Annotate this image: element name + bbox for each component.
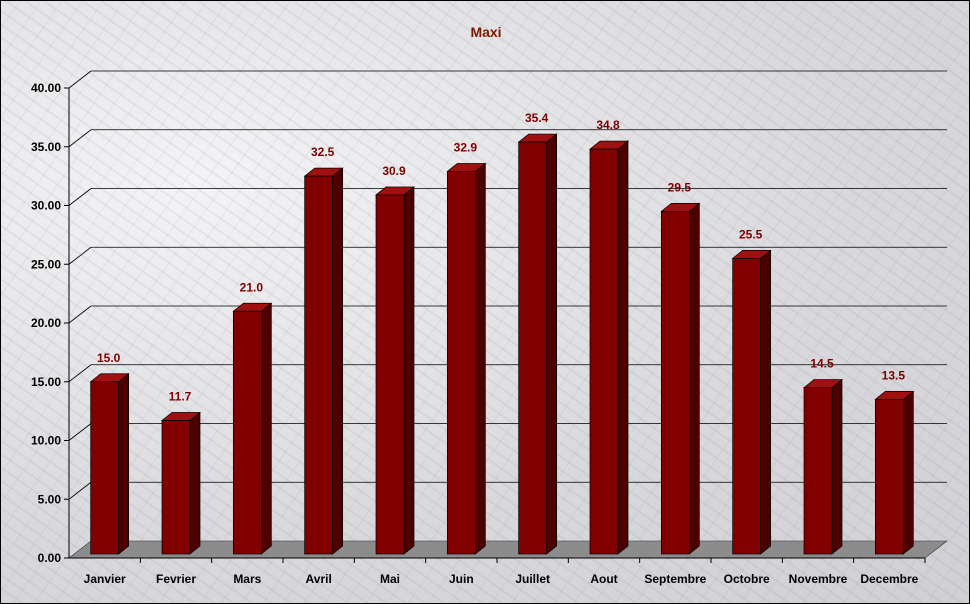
bar-side <box>189 411 201 555</box>
gridline-depth <box>68 246 92 265</box>
bar-janvier <box>89 373 130 555</box>
bar-front <box>446 171 476 555</box>
x-tick-label: Avril <box>306 572 332 586</box>
data-label: 32.9 <box>454 140 478 154</box>
bar-front <box>732 258 762 555</box>
data-label: 21.0 <box>240 280 264 294</box>
bar-front <box>589 148 619 555</box>
x-tick-label: Juillet <box>515 572 550 586</box>
bar-fevrier <box>161 411 201 555</box>
bar-novembre <box>803 378 843 555</box>
bar-front <box>874 399 904 555</box>
y-tick-label: 15.00 <box>31 375 61 389</box>
gridline-depth <box>68 70 92 89</box>
gridline-depth <box>68 188 92 206</box>
bar-front <box>304 175 334 555</box>
bar-aout <box>589 140 629 555</box>
bar-side <box>617 140 629 555</box>
gridline-depth <box>68 305 92 324</box>
data-label: 25.5 <box>739 227 763 241</box>
bar-front <box>161 420 191 555</box>
y-tick-label: 40.00 <box>31 81 61 95</box>
bar-front <box>803 387 833 555</box>
bar-side <box>760 249 772 555</box>
bar-avril <box>303 167 344 555</box>
x-tick-label: Mai <box>380 572 400 586</box>
data-label: 15.0 <box>97 351 121 365</box>
bar-mai <box>375 186 415 555</box>
bar-juillet <box>517 133 558 555</box>
bar-side <box>332 167 344 555</box>
data-label: 30.9 <box>382 164 406 178</box>
y-tick-label: 0.00 <box>38 551 62 565</box>
gridline-depth <box>68 481 92 500</box>
bar-side <box>546 133 558 555</box>
x-tick-label: Fevrier <box>156 572 196 586</box>
x-axis-labels: Janvier Fevrier Mars Avril Mai Juin Juillet Aou… <box>84 558 926 586</box>
bar-side <box>831 378 843 555</box>
gridline-depth <box>68 364 92 383</box>
bar-side <box>688 202 700 555</box>
bar-side <box>474 162 486 555</box>
bar-side <box>403 186 415 555</box>
bars <box>89 133 915 555</box>
bar-juin <box>446 162 487 555</box>
data-labels: 15.0 11.7 21.0 32.5 30.9 32.9 35.4 34.8 29.5 25.5… <box>97 111 905 403</box>
bar-front <box>375 194 405 555</box>
y-tick-label: 25.00 <box>31 257 61 271</box>
bar-front <box>90 381 120 555</box>
x-tick-label: Octobre <box>724 572 770 586</box>
data-label: 34.8 <box>596 118 620 132</box>
bar-front <box>518 141 548 555</box>
x-tick-label: Novembre <box>789 572 848 586</box>
bar-decembre <box>874 390 915 555</box>
y-tick-label: 5.00 <box>38 492 62 506</box>
x-tick-label: Mars <box>233 572 261 586</box>
bar-septembre <box>660 202 701 555</box>
bar-front <box>232 310 262 555</box>
data-label: 13.5 <box>882 368 906 382</box>
bar-front <box>660 211 690 555</box>
x-tick-label: Juin <box>449 572 474 586</box>
y-tick-label: 35.00 <box>31 140 61 154</box>
gridline-depth <box>68 423 92 441</box>
data-label: 35.4 <box>525 111 549 125</box>
bar-mars <box>232 302 273 555</box>
data-label: 29.5 <box>668 180 692 194</box>
gridline-depth <box>68 129 92 148</box>
chart-title: Maxi <box>470 24 501 40</box>
bar-side <box>118 373 130 555</box>
y-tick-label: 10.00 <box>31 434 61 448</box>
data-label: 32.5 <box>311 145 335 159</box>
y-tick-label: 30.00 <box>31 199 61 213</box>
y-tick-label: 20.00 <box>31 316 61 330</box>
bar-side <box>902 390 914 555</box>
x-tick-label: Decembre <box>860 572 918 586</box>
x-tick-label: Aout <box>590 572 617 586</box>
data-label: 11.7 <box>169 390 192 404</box>
x-tick-label: Janvier <box>84 572 126 586</box>
x-tick-label: Septembre <box>644 572 706 586</box>
data-label: 14.5 <box>810 357 834 371</box>
bar-side <box>260 302 272 555</box>
bar-octobre <box>731 249 772 555</box>
